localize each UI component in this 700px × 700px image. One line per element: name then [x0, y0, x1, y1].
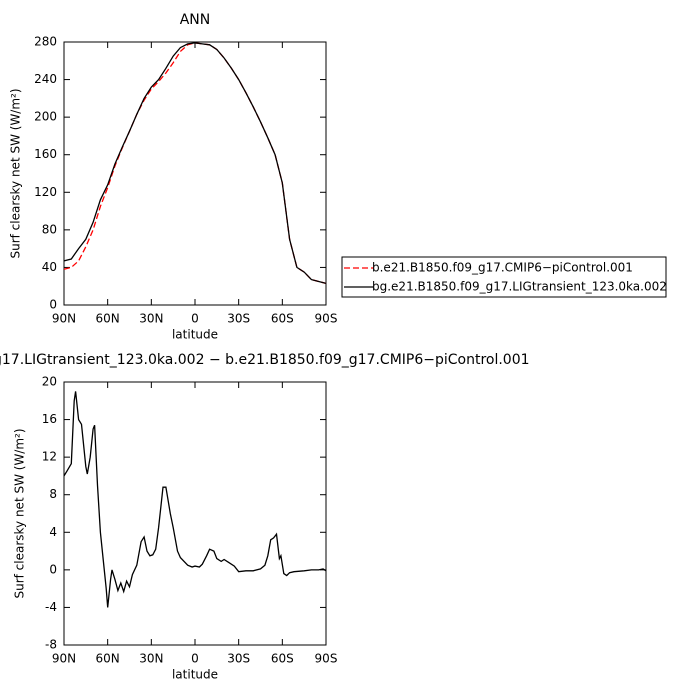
- legend-label: bg.e21.B1850.f09_g17.LIGtransient_123.0k…: [372, 280, 667, 294]
- y-tick-label: -4: [45, 600, 57, 614]
- x-tick-label: 90N: [52, 312, 76, 326]
- y-tick-label: 0: [49, 298, 57, 312]
- y-tick-label: 200: [34, 110, 57, 124]
- y-tick-label: 160: [34, 147, 57, 161]
- x-tick-label: 60S: [271, 312, 294, 326]
- y-axis-label: Surf clearsky net SW (W/m²): [9, 88, 23, 258]
- data-line: [63, 391, 327, 608]
- x-tick-label: 30N: [139, 652, 163, 666]
- x-tick-label: 30S: [227, 312, 250, 326]
- chart-title: bg.e21.B1850.f09_g17.LIGtransient_123.0k…: [0, 352, 530, 368]
- y-tick-label: 4: [49, 525, 57, 539]
- data-line: [63, 42, 327, 285]
- y-tick-label: 20: [42, 375, 57, 389]
- x-tick-label: 0: [191, 652, 199, 666]
- legend-frame: [341, 256, 667, 298]
- x-tick-label: 60S: [271, 652, 294, 666]
- y-tick-label: 8: [49, 487, 57, 501]
- x-tick-label: 60N: [96, 312, 120, 326]
- y-tick-label: 40: [42, 260, 57, 274]
- x-tick-label: 30S: [227, 652, 250, 666]
- y-tick-label: 240: [34, 72, 57, 86]
- x-tick-label: 60N: [96, 652, 120, 666]
- x-tick-label: 0: [191, 312, 199, 326]
- x-tick-label: 90N: [52, 652, 76, 666]
- y-tick-label: 280: [34, 35, 57, 49]
- plot-frame: [63, 381, 327, 646]
- plot-frame: [63, 41, 327, 306]
- x-axis-label: latitude: [172, 668, 218, 682]
- y-tick-label: 120: [34, 185, 57, 199]
- y-tick-label: 16: [42, 412, 57, 426]
- chart-title: ANN: [180, 12, 211, 28]
- y-axis-label: Surf clearsky net SW (W/m²): [13, 428, 27, 598]
- x-tick-label: 90S: [315, 312, 338, 326]
- y-tick-label: -8: [45, 638, 57, 652]
- legend-label: b.e21.B1850.f09_g17.CMIP6−piControl.001: [372, 261, 633, 275]
- y-tick-label: 80: [42, 222, 57, 236]
- x-tick-label: 90S: [315, 652, 338, 666]
- y-tick-label: 12: [42, 450, 57, 464]
- y-tick-label: 0: [49, 562, 57, 576]
- x-tick-label: 30N: [139, 312, 163, 326]
- data-line: [63, 42, 327, 285]
- x-axis-label: latitude: [172, 328, 218, 342]
